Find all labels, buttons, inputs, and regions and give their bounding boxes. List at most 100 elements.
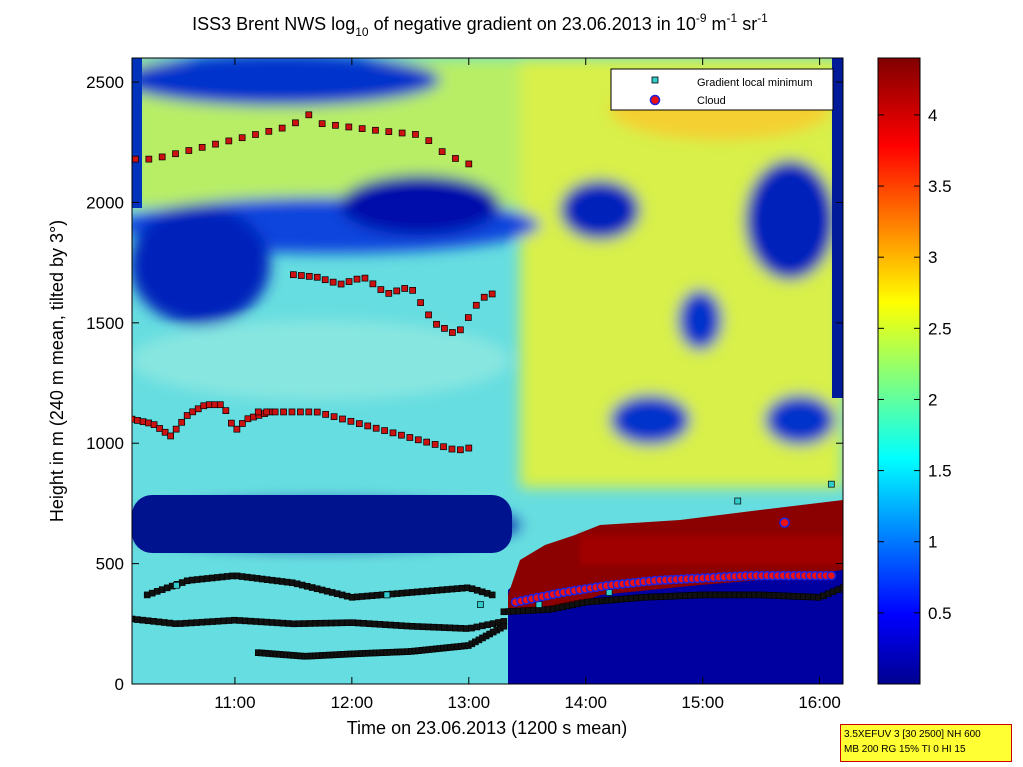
red-marker [412,131,419,138]
red-marker [414,436,422,444]
red-marker [145,419,152,427]
x-axis-ticks: 11:00 12:00 13:00 14:00 15:00 16:00 [214,58,841,712]
red-marker [254,408,262,416]
cloud-marker [779,517,790,528]
red-marker [156,425,163,432]
red-marker [417,299,424,306]
red-marker [233,425,241,433]
red-marker [305,272,313,280]
red-marker [330,413,338,421]
y-tick-label: 0 [115,675,124,694]
red-marker [132,155,139,163]
red-marker [372,126,379,134]
red-marker [433,320,440,328]
red-marker [172,425,180,433]
red-marker [441,325,448,332]
red-marker [305,408,313,416]
red-marker [212,140,219,148]
trace-marker [839,584,843,591]
red-marker [401,285,409,292]
red-marker [358,125,366,132]
legend-marker-cloud [649,94,661,106]
red-marker [322,411,330,418]
heatmap-right-dark-2 [745,160,835,280]
red-marker [244,415,252,423]
red-marker [425,311,432,319]
red-marker [355,420,363,427]
red-marker [389,429,397,437]
red-marker [321,276,329,284]
x-tick-label: 11:00 [214,693,255,712]
trace-marker [500,622,508,630]
gradient-minimum-marker [383,591,391,599]
red-marker [185,147,193,154]
red-marker [194,405,202,413]
heatmap-right-dark-1 [560,180,640,240]
red-marker [398,129,406,137]
red-marker [406,434,414,441]
red-marker [345,123,353,131]
red-marker [216,401,224,409]
red-marker [353,275,361,283]
red-marker [198,143,206,151]
colorbar-gradient [877,57,921,685]
heatmap-cloud-core [580,535,843,565]
y-tick-label: 1000 [86,434,124,453]
red-marker [189,408,197,416]
red-marker [449,329,456,336]
red-marker [425,137,433,144]
gradient-minimum-marker [734,497,742,505]
y-tick-label: 2500 [86,73,124,92]
red-marker [361,274,369,282]
red-marker [225,137,233,145]
red-marker [132,415,136,423]
red-marker [398,431,405,439]
red-marker [377,286,385,293]
gradient-minimum-marker [827,480,835,488]
red-marker [313,273,321,281]
heatmap-right-dark-5 [765,395,835,445]
x-tick-label: 16:00 [798,693,841,712]
red-marker [318,120,326,128]
red-marker [438,148,446,155]
x-tick-label: 13:00 [448,693,491,712]
red-marker [134,417,141,424]
info-line-2: MB 200 RG 15% TI 0 HI 15 [844,744,966,755]
legend-label-cloud: Cloud [697,95,726,107]
red-marker [440,443,447,451]
y-tick-label: 1500 [86,314,124,333]
red-marker [448,445,456,453]
red-marker [158,153,166,161]
red-marker [385,290,393,297]
red-marker [290,271,297,279]
legend-box [610,68,834,111]
red-marker [178,418,186,426]
red-marker [297,408,304,416]
red-marker [172,150,179,158]
colorbar-tick-label: 1 [928,533,937,552]
red-marker [464,314,472,321]
colorbar-ticks: 0.5 1 1.5 2 2.5 3 3.5 4 [878,106,952,623]
red-marker [472,301,480,309]
red-marker [457,326,464,334]
red-marker [145,155,153,163]
colorbar-tick-label: 1.5 [928,462,952,481]
red-marker [431,441,439,448]
heatmap-right-top-dark [832,58,843,398]
colorbar-tick-label: 0.5 [928,604,952,623]
x-axis-label: Time on 23.06.2013 (1200 s mean) [347,718,628,738]
heatmap-top-dark [132,58,440,106]
red-marker [278,124,286,132]
red-marker [305,111,313,119]
red-marker [339,415,346,423]
red-marker [263,408,271,416]
heatmap-lower-dark-band [132,495,512,553]
red-marker [252,131,259,138]
settings-info-box: 3.5XEFUV 3 [30 2500] NH 600 MB 200 RG 15… [840,724,1012,762]
colorbar-tick-label: 3 [928,248,937,267]
red-marker [332,121,339,129]
red-marker [452,155,459,162]
trace-marker [488,591,496,599]
x-tick-label: 15:00 [681,693,724,712]
